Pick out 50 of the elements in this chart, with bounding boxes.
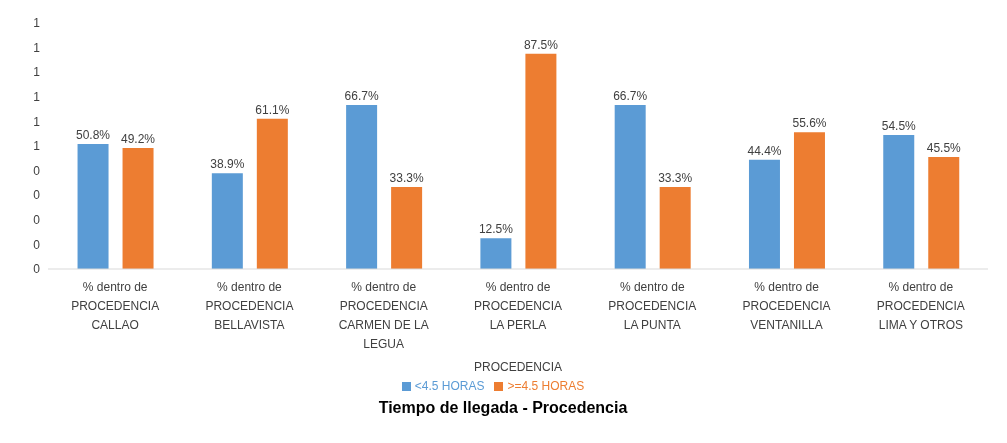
- legend-label: >=4.5 HORAS: [507, 379, 585, 393]
- bar: [391, 187, 423, 269]
- data-label: 66.7%: [613, 88, 648, 103]
- data-label: 66.7%: [344, 88, 379, 103]
- bar: [659, 187, 691, 269]
- y-tick-label: 1: [33, 139, 41, 154]
- text: Tiempo de llegada - Procedencia: [377, 399, 629, 417]
- bar: [928, 157, 960, 269]
- data-label: 50.8%: [76, 128, 111, 143]
- x-tick-label: % dentro de PROCEDENCIA LA PUNTA: [608, 280, 697, 332]
- y-tick-label: 0: [33, 188, 41, 203]
- data-label: 87.5%: [523, 37, 559, 52]
- data-label: 45.5%: [926, 141, 962, 156]
- bar: [480, 238, 512, 269]
- x-tick-label: % dentro de PROCEDENCIA CALLAO: [71, 280, 160, 332]
- bar: [346, 104, 378, 269]
- y-tick-label: 0: [33, 262, 41, 277]
- data-label: 61.1%: [255, 102, 290, 117]
- legend-label: <4.5 HORAS: [414, 379, 485, 393]
- bar: [748, 159, 780, 269]
- data-label: 44.4%: [747, 143, 782, 158]
- y-tick-label: 0: [33, 237, 41, 252]
- bar: [122, 147, 154, 269]
- bar: [614, 104, 646, 269]
- y-tick-label: 1: [33, 40, 41, 55]
- bar: [211, 173, 243, 269]
- x-tick-label: % dentro de PROCEDENCIA BELLAVISTA: [205, 280, 294, 332]
- y-tick-label: 0: [33, 163, 41, 178]
- bar: [525, 53, 557, 269]
- bar: [77, 144, 109, 269]
- data-label: 49.2%: [121, 131, 156, 146]
- y-tick-label: 0: [33, 213, 41, 228]
- bar: [883, 134, 915, 269]
- bar: [256, 118, 288, 269]
- data-label: 12.5%: [478, 222, 514, 237]
- bar: [793, 132, 825, 269]
- x-tick-label: % dentro de PROCEDENCIA LA PERLA: [473, 280, 563, 332]
- x-tick-label: % dentro de PROCEDENCIA CARMEN DE LA LEGUA: [338, 280, 429, 351]
- x-tick-label: % dentro de PROCEDENCIA LIMA Y OTROS: [876, 280, 965, 332]
- x-axis-title: PROCEDENCIA: [473, 360, 563, 374]
- data-label: 33.3%: [389, 171, 424, 186]
- y-tick-label: 1: [33, 65, 41, 80]
- data-label: 33.3%: [658, 171, 693, 186]
- y-tick-label: 1: [33, 16, 41, 31]
- x-tick-label: % dentro de PROCEDENCIA VENTANILLA: [742, 280, 831, 332]
- data-label: 38.9%: [210, 157, 245, 172]
- y-tick-label: 1: [33, 90, 41, 105]
- y-tick-label: 1: [33, 114, 41, 129]
- data-label: 54.5%: [881, 118, 917, 133]
- data-label: 55.6%: [792, 116, 827, 131]
